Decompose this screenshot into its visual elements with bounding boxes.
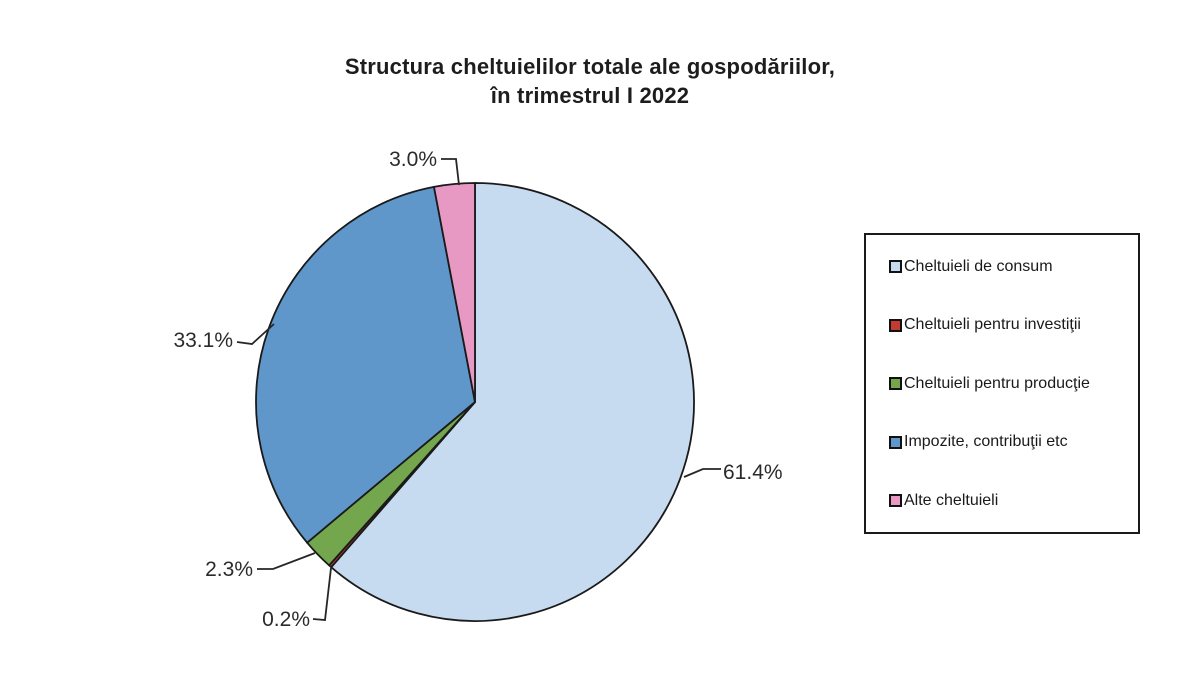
legend-label-alte: Alte cheltuieli: [904, 491, 999, 509]
legend-swatch-alte-icon: [889, 494, 902, 507]
legend-item-alte: Alte cheltuieli: [889, 491, 1132, 510]
pie-slice-0: [329, 182, 695, 622]
legend-label-consum: Cheltuieli de consum: [904, 257, 1053, 275]
legend-item-consum: Cheltuieli de consum: [889, 257, 1132, 276]
legend-swatch-productie-icon: [889, 377, 902, 390]
legend-item-productie: Cheltuieli pentru producţie: [889, 374, 1132, 393]
legend-label-investitii: Cheltuieli pentru investiţii: [904, 316, 1081, 333]
leader-line-3: [236, 323, 275, 345]
value-label-2: 2.3%: [205, 558, 253, 581]
legend-label-impozite: Impozite, contribuţii etc: [904, 433, 1068, 450]
value-label-1: 0.2%: [262, 608, 310, 631]
legend: Cheltuieli de consum Cheltuieli pentru i…: [864, 233, 1140, 534]
legend-item-impozite: Impozite, contribuţii etc: [889, 433, 1132, 452]
leader-line-0: [683, 468, 721, 478]
leader-line-1: [312, 567, 332, 621]
chart-title-line-2: în trimestrul I 2022: [490, 83, 690, 108]
legend-item-investitii: Cheltuieli pentru investiţii: [889, 316, 1132, 335]
pie-slice-4: [432, 182, 476, 403]
leader-line-2: [257, 552, 316, 570]
value-label-4: 3.0%: [389, 148, 437, 171]
legend-swatch-investitii-icon: [889, 318, 902, 332]
legend-label-productie: Cheltuieli pentru producţie: [904, 374, 1090, 392]
value-label-0: 61.4%: [723, 461, 783, 484]
chart-title-line-1: Structura cheltuielilor totale ale gospo…: [344, 54, 836, 79]
legend-swatch-consum-icon: [889, 260, 902, 273]
chart-title: Structura cheltuielilor totale ale gospo…: [0, 52, 1180, 110]
value-label-3: 33.1%: [173, 329, 233, 352]
leader-line-4: [441, 158, 460, 186]
legend-swatch-impozite-icon: [889, 435, 902, 449]
